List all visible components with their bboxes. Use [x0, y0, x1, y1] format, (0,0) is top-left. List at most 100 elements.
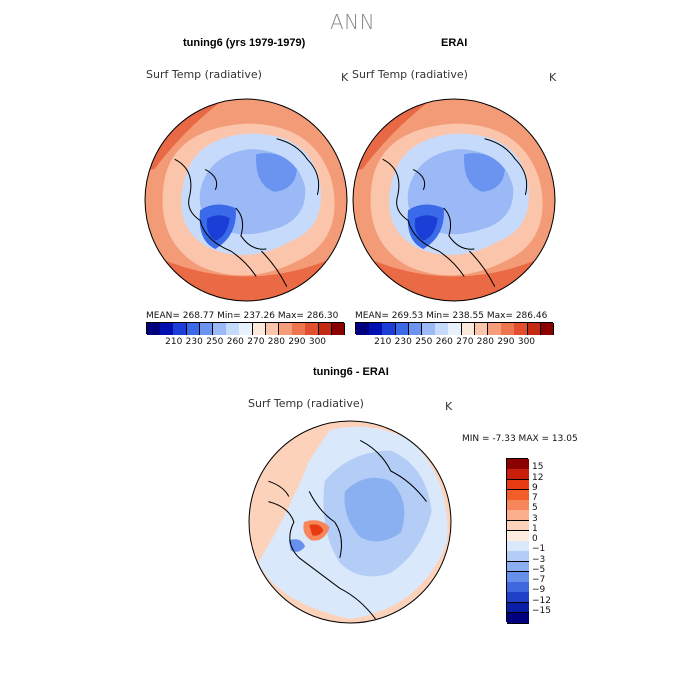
colorbar-tick-label: 7	[532, 493, 538, 503]
colorbar-tick-label: 3	[532, 513, 538, 524]
colorbar-tick-label: 250	[206, 337, 224, 347]
map-boundary	[248, 420, 452, 624]
colorbar-swatch	[279, 323, 293, 335]
colorbar-swatch	[507, 592, 529, 603]
colorbar-swatch	[305, 323, 320, 335]
colorbar-tick-label: 210	[165, 337, 183, 347]
colorbar-tick-label: −9	[532, 585, 546, 596]
colorbar-swatch	[369, 323, 383, 335]
colorbar-diff	[506, 458, 529, 624]
panel2-variable-label: Surf Temp (radiative)	[352, 68, 468, 81]
colorbar-swatch	[540, 323, 555, 335]
colorbar-tick-label: 12	[532, 472, 544, 483]
colorbar-swatch	[199, 323, 214, 335]
colorbar-swatch	[507, 571, 529, 583]
colorbar-swatch	[160, 323, 174, 335]
map-siberia-cold	[464, 153, 505, 192]
diff-strong-negative	[344, 477, 405, 542]
colorbar-tick-label: 290	[288, 337, 306, 347]
colorbar-swatch	[507, 582, 529, 593]
colorbar-swatch	[292, 323, 306, 335]
colorbar-swatch	[186, 323, 201, 335]
colorbar-panel1-labels: 210 230 250 260 270 280 290 300	[146, 337, 344, 349]
colorbar-swatch	[226, 323, 240, 335]
colorbar-swatch	[448, 323, 463, 335]
colorbar-diff-labels: 15 12 9 7 5 3 1 0 −1 −3 −5 −7 −9 −12 −15	[532, 458, 572, 622]
colorbar-tick-label: 280	[267, 337, 285, 347]
colorbar-swatch	[265, 323, 280, 335]
map-greenland-core	[414, 215, 438, 241]
colorbar-tick-label: 270	[456, 337, 474, 347]
colorbar-panel2	[355, 322, 555, 335]
panel3-stats: MIN = -7.33 MAX = 13.05	[462, 434, 578, 444]
map-siberia-cold	[256, 153, 297, 192]
map-boundary	[144, 98, 348, 302]
colorbar-swatch	[173, 323, 188, 335]
colorbar-tick-label: −12	[532, 595, 551, 606]
map-boundary	[352, 98, 556, 302]
colorbar-swatch	[318, 323, 333, 335]
colorbar-tick-label: 280	[476, 337, 494, 347]
colorbar-tick-label: 230	[185, 337, 203, 347]
panel2-title: ERAI	[441, 37, 468, 49]
colorbar-tick-label: −5	[532, 564, 546, 575]
colorbar-swatch	[213, 323, 227, 335]
panel1-title: tuning6 (yrs 1979-1979)	[183, 37, 306, 49]
colorbar-swatch	[507, 602, 529, 614]
colorbar-swatch	[507, 530, 529, 542]
colorbar-swatch	[507, 500, 529, 511]
figure-title: ANN	[330, 10, 376, 34]
colorbar-swatch	[408, 323, 423, 335]
colorbar-tick-label: 300	[308, 337, 327, 347]
colorbar-tick-label: 5	[532, 503, 538, 514]
panel2-stats: MEAN= 269.53 Min= 238.55 Max= 286.46	[355, 311, 548, 321]
colorbar-tick-label: 0	[532, 534, 538, 544]
colorbar-panel2-labels: 210 230 250 260 270 280 290 300	[355, 337, 553, 349]
colorbar-swatch	[382, 323, 397, 335]
colorbar-swatch	[507, 489, 529, 501]
coastlines	[382, 138, 528, 287]
panel3-variable-label: Surf Temp (radiative)	[248, 397, 364, 410]
colorbar-swatch	[356, 323, 370, 335]
colorbar-tick-label: −3	[532, 554, 546, 565]
colorbar-swatch	[435, 323, 449, 335]
colorbar-tick-label: 210	[374, 337, 392, 347]
colorbar-swatch	[147, 323, 161, 335]
colorbar-tick-label: −7	[532, 575, 546, 585]
colorbar-swatch	[488, 323, 502, 335]
colorbar-swatch	[331, 323, 346, 335]
map-panel1	[144, 98, 348, 302]
colorbar-tick-label: 1	[532, 523, 538, 534]
colorbar-tick-label: 260	[435, 337, 453, 347]
colorbar-swatch	[501, 323, 515, 335]
colorbar-swatch	[507, 520, 529, 532]
map-panel3	[248, 420, 452, 624]
coastlines	[268, 439, 427, 620]
coastlines	[174, 138, 320, 287]
colorbar-swatch	[461, 323, 476, 335]
map-panel2	[352, 98, 556, 302]
colorbar-tick-label: 250	[415, 337, 433, 347]
colorbar-tick-label: 260	[226, 337, 244, 347]
colorbar-tick-label: 9	[532, 482, 538, 493]
panel1-stats: MEAN= 268.77 Min= 237.26 Max= 286.30	[146, 311, 339, 321]
panel1-unit-label: K	[341, 71, 349, 84]
colorbar-tick-label: −1	[532, 544, 546, 555]
colorbar-tick-label: 300	[517, 337, 536, 347]
colorbar-swatch	[507, 469, 529, 480]
map-greenland-core	[206, 215, 230, 241]
colorbar-swatch	[507, 510, 529, 521]
colorbar-swatch	[239, 323, 254, 335]
colorbar-swatch	[507, 541, 529, 552]
panel3-unit-label: K	[445, 400, 453, 413]
colorbar-swatch	[395, 323, 410, 335]
colorbar-swatch	[507, 459, 529, 470]
colorbar-swatch	[507, 479, 529, 491]
colorbar-swatch	[507, 612, 529, 624]
colorbar-swatch	[514, 323, 529, 335]
colorbar-tick-label: −15	[532, 605, 551, 616]
panel1-variable-label: Surf Temp (radiative)	[146, 68, 262, 81]
colorbar-tick-label: 230	[394, 337, 412, 347]
colorbar-panel1	[146, 322, 346, 335]
colorbar-tick-label: 15	[532, 462, 544, 473]
